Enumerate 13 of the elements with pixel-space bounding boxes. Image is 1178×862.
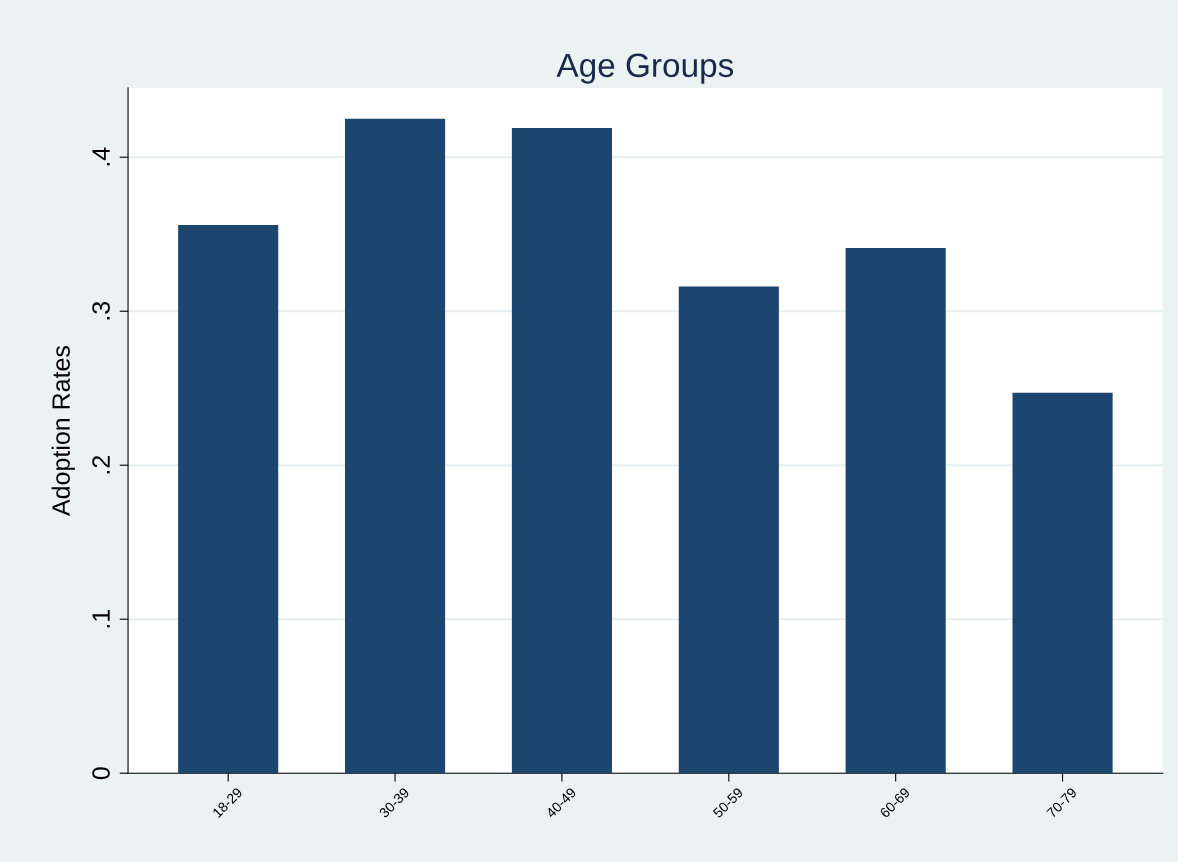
bar [678, 286, 779, 774]
bar [344, 118, 446, 774]
y-axis-title: Adoption Rates [51, 345, 75, 516]
y-tick-label: 0 [92, 767, 110, 780]
y-tick-label: .2 [92, 456, 110, 474]
bar [1012, 392, 1113, 774]
bar [845, 248, 946, 774]
y-tick-label: .4 [92, 147, 110, 166]
bar [511, 127, 612, 774]
y-tick-label: .3 [92, 301, 110, 320]
bar [178, 224, 279, 774]
y-tick-label: .1 [92, 610, 110, 628]
chart-title: Age Groups [556, 53, 734, 84]
